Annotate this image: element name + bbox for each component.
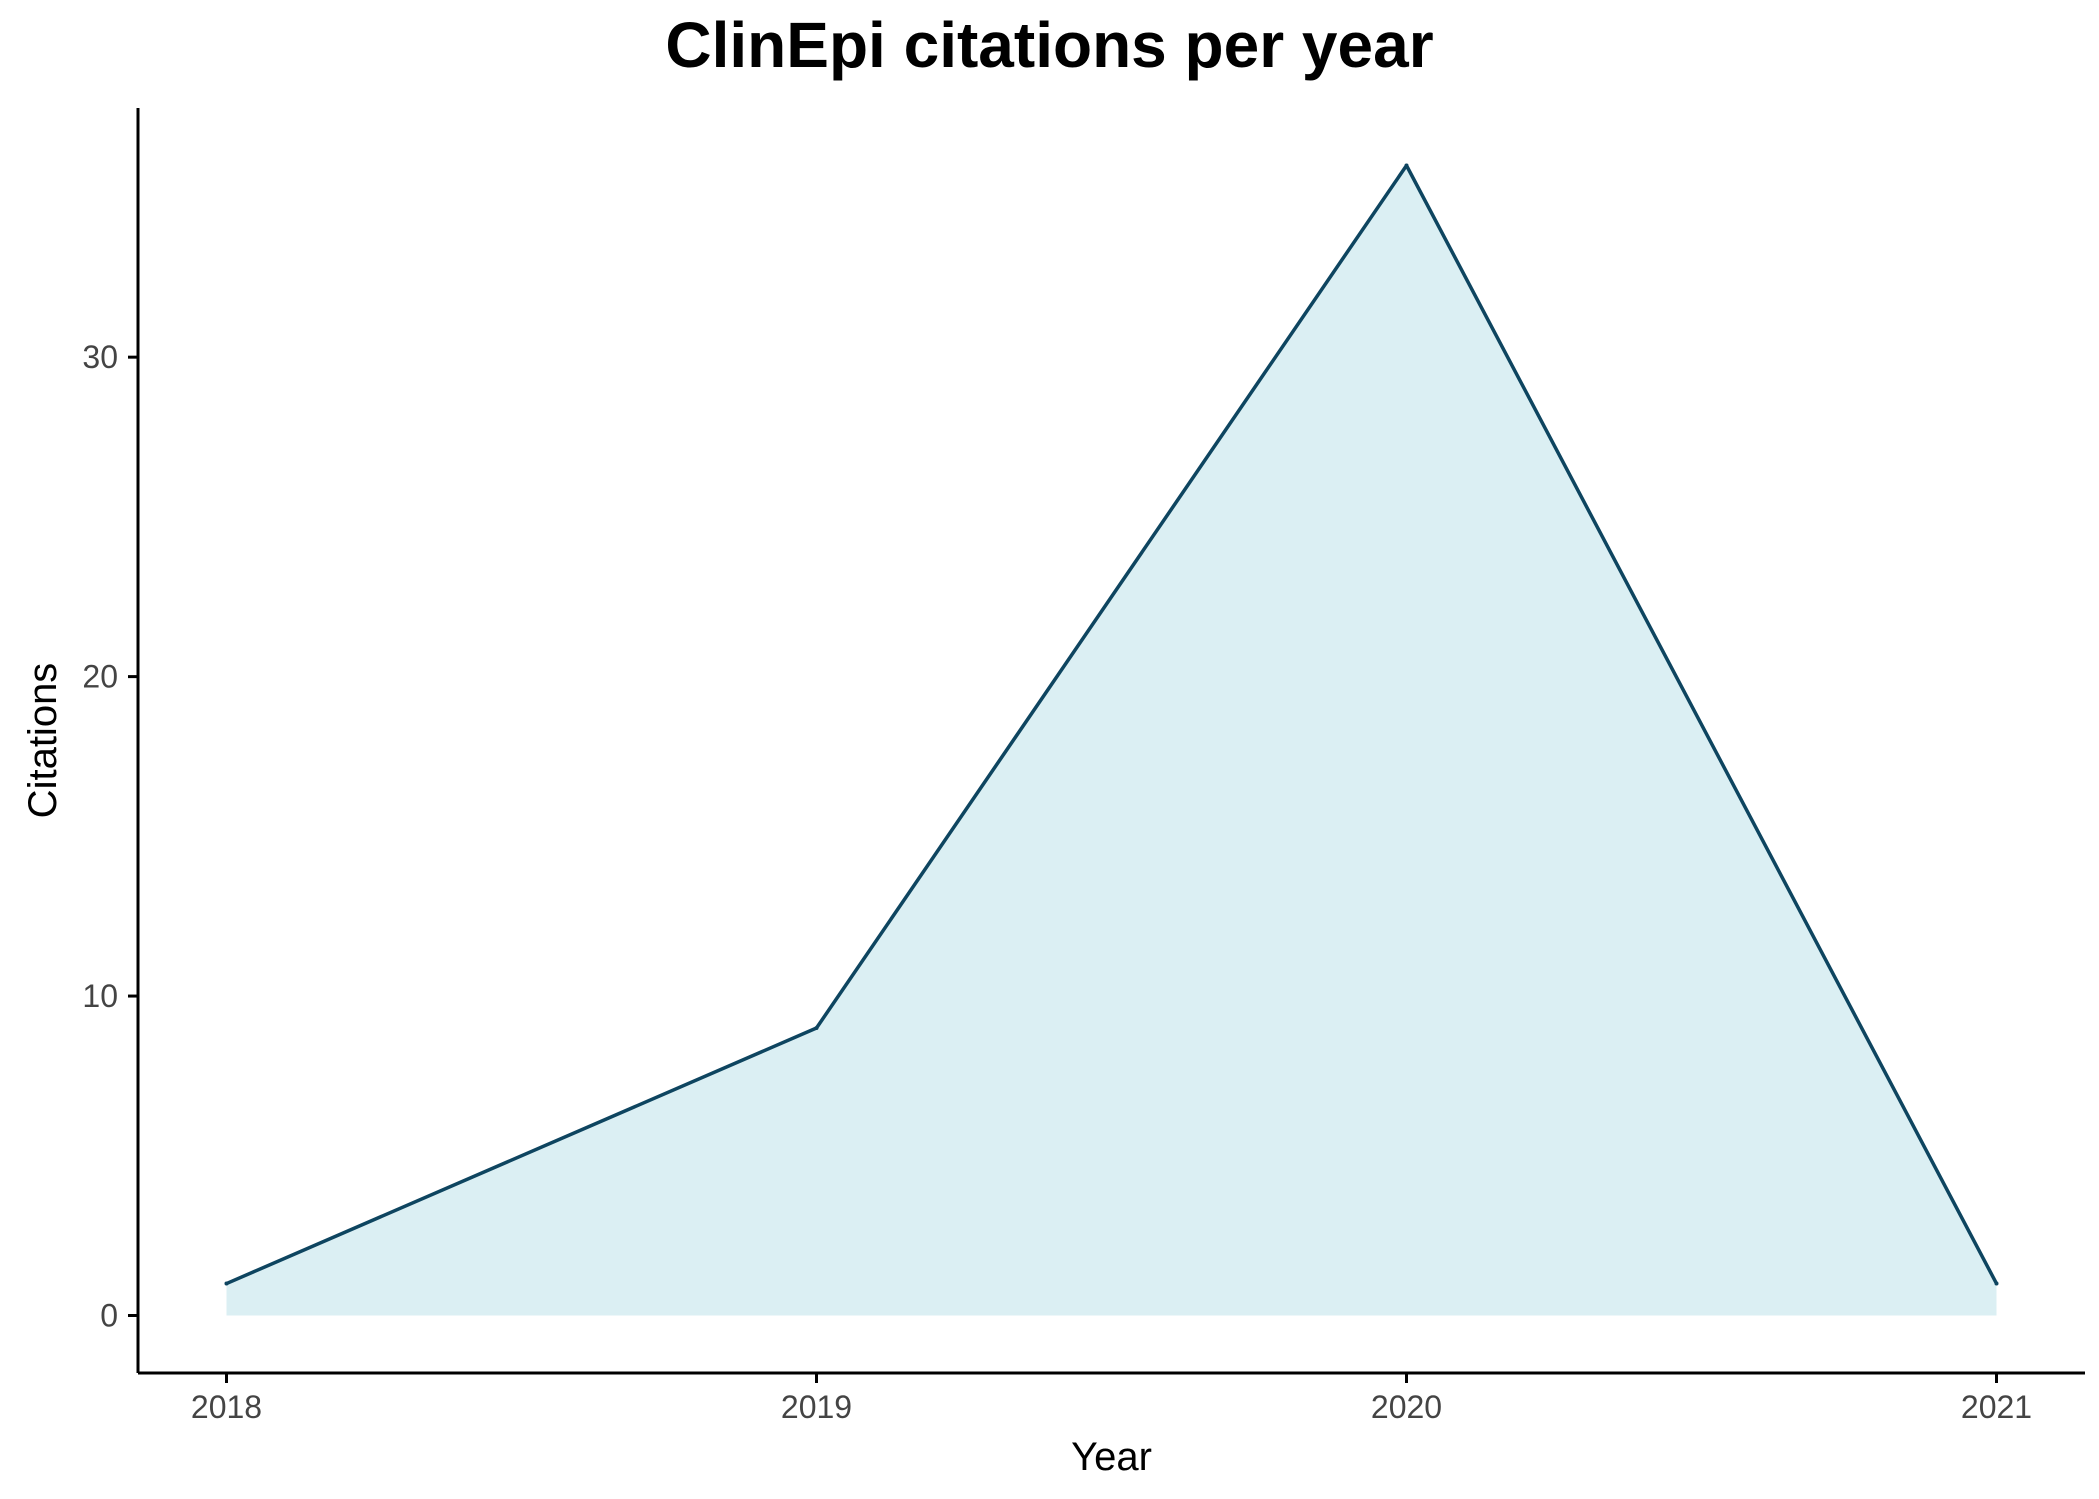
x-axis-ticks: 2018 2019 2020 2021 bbox=[191, 1373, 2032, 1425]
data-point-2019 bbox=[814, 1026, 819, 1030]
y-tick-label: 10 bbox=[82, 978, 118, 1014]
series-line-segment bbox=[1404, 163, 1999, 1286]
y-axis-title: Citations bbox=[21, 663, 65, 819]
data-point-2018 bbox=[224, 1281, 229, 1286]
series-line-segment bbox=[814, 163, 1409, 1030]
x-tick-label: 2018 bbox=[191, 1389, 262, 1425]
area-fill bbox=[226, 165, 1997, 1316]
y-tick-label: 30 bbox=[82, 339, 118, 375]
chart-title: ClinEpi citations per year bbox=[665, 9, 1434, 81]
line-layer bbox=[224, 163, 1999, 1286]
x-tick-label: 2019 bbox=[781, 1389, 852, 1425]
y-axis-ticks: 0 10 20 30 bbox=[82, 339, 138, 1334]
y-tick-label: 0 bbox=[100, 1298, 118, 1334]
x-tick-label: 2020 bbox=[1371, 1389, 1442, 1425]
data-point-2021 bbox=[1994, 1281, 1999, 1286]
data-point-2020 bbox=[1404, 163, 1409, 168]
x-axis-title: Year bbox=[1071, 1435, 1152, 1479]
area-layer bbox=[226, 165, 1997, 1316]
x-tick-label: 2021 bbox=[1961, 1389, 2032, 1425]
series-line-segment bbox=[224, 1026, 819, 1286]
y-tick-label: 20 bbox=[82, 659, 118, 695]
